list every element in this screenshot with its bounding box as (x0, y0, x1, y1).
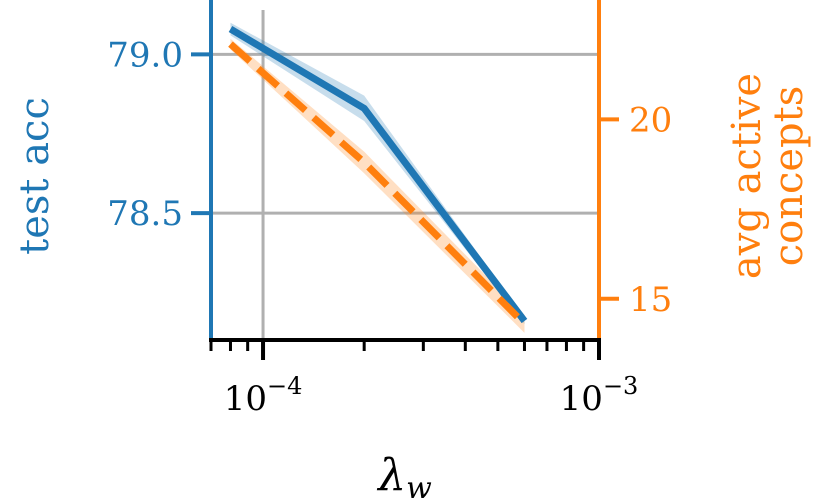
right-y-tick-label-1: 20 (629, 100, 672, 140)
series-1-band (230, 38, 525, 333)
series-0-line (228, 26, 528, 324)
x-tick-label-base: 10 (224, 379, 267, 419)
right-axis-label-line-1: concepts (766, 86, 812, 267)
axes (191, 0, 619, 360)
left-y-tick-label-0: 78.5 (107, 194, 183, 234)
right-y-tick-label-0: 15 (629, 280, 672, 320)
series-0-band (230, 22, 525, 325)
left-axis-label: test acc (12, 97, 58, 255)
x-tick-label-0: 10−4 (224, 372, 303, 419)
x-tick-label-exponent: −4 (267, 372, 302, 400)
right-axis-label-line-0: avg active (724, 73, 770, 279)
x-tick-label-exponent: −3 (603, 372, 638, 400)
x-tick-label-1: 10−3 (560, 372, 639, 419)
error-bands (230, 22, 525, 333)
x-tick-label-base: 10 (560, 379, 603, 419)
x-axis-label-subscript: w (406, 471, 432, 503)
left-y-tick-label-1: 79.0 (107, 35, 183, 75)
series-lines (228, 26, 528, 327)
x-axis-label-main: λ (376, 450, 406, 501)
series-1-line (228, 41, 527, 327)
right-axis-label: avg activeconcepts (724, 73, 812, 279)
x-axis-label: λw (376, 450, 432, 503)
